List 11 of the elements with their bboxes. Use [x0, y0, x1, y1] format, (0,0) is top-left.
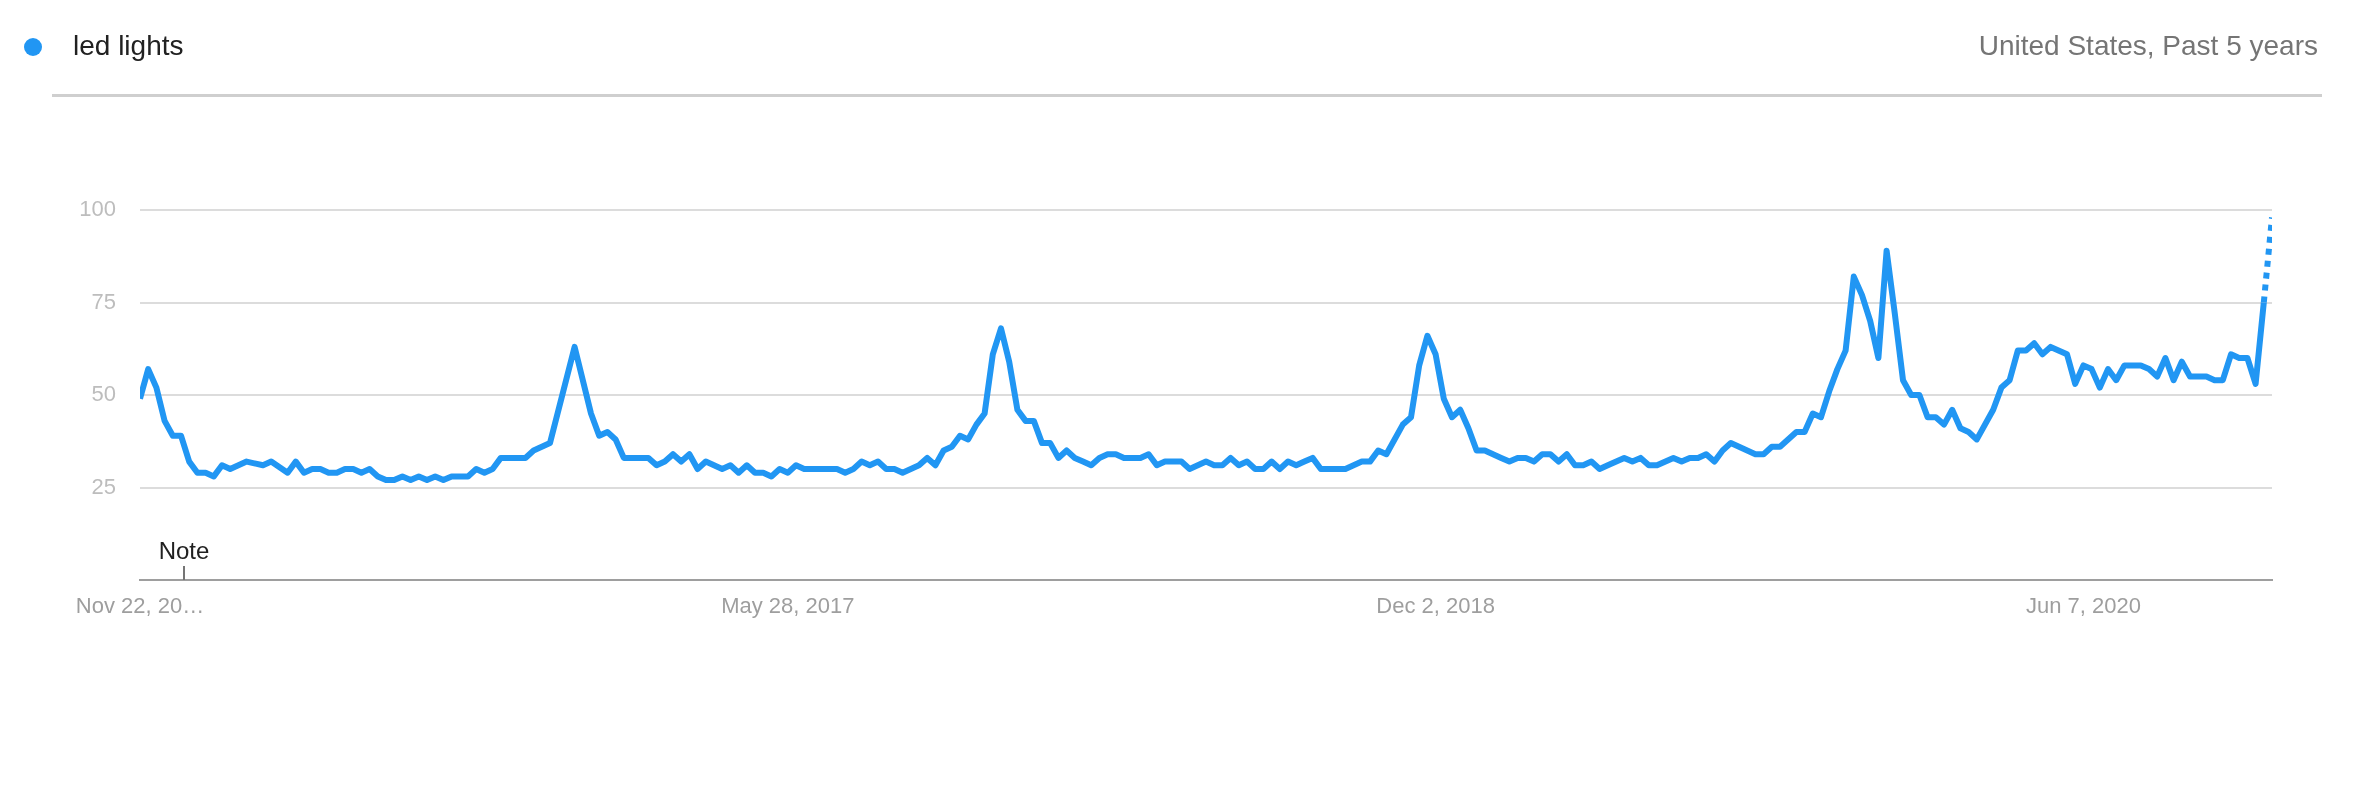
y-tick-label: 25 [91, 473, 116, 499]
annotation: Note [158, 536, 210, 564]
text: United States, Past 5 years [1978, 29, 2318, 61]
x-tick-label: Nov 22, 20… [75, 593, 205, 619]
legend-label: led lights [73, 29, 184, 61]
x-tick-label: Dec 2, 2018 [1376, 593, 1495, 619]
x-tick-label: Jun 7, 2020 [2025, 593, 2141, 619]
y-tick-label: 50 [91, 381, 116, 407]
x-tick-label: May 28, 2017 [721, 593, 855, 619]
y-tick-label: 100 [79, 196, 116, 222]
y-tick-label: 75 [91, 288, 116, 314]
